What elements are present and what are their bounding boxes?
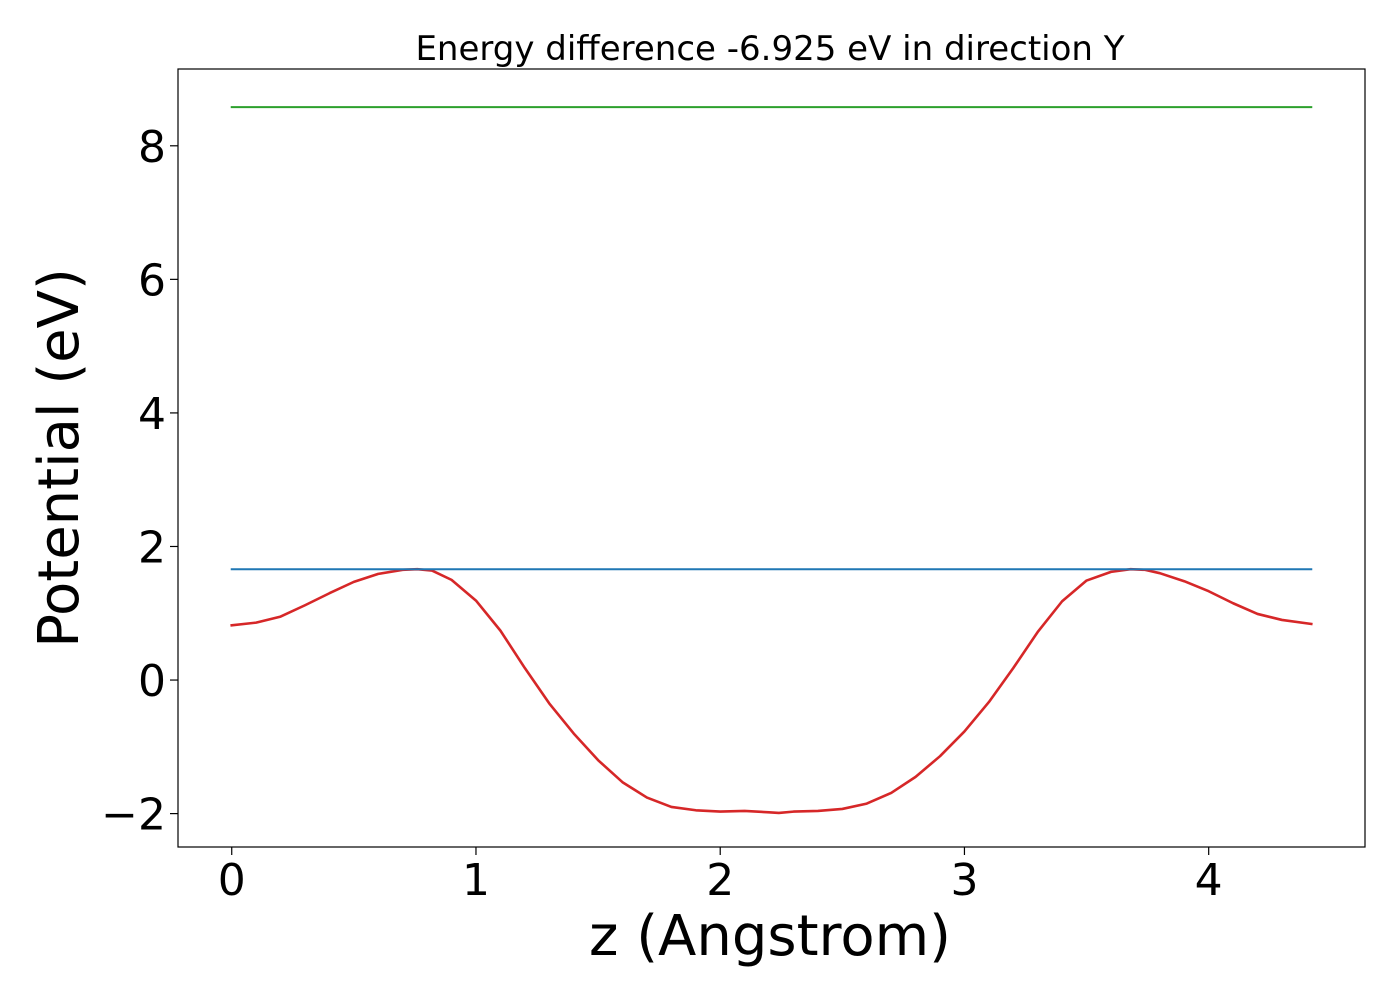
x-axis-label: z (Angstrom) (589, 904, 951, 969)
y-tick-label: −2 (101, 790, 166, 841)
x-tick-label: 4 (1195, 855, 1223, 906)
y-tick-label: 2 (138, 522, 166, 573)
series-line-0 (230, 567, 1313, 815)
x-tick-label: 0 (218, 855, 246, 906)
y-tick-label: 8 (138, 122, 166, 173)
y-axis-label: Potential (eV) (27, 268, 92, 648)
y-tick-label: 6 (138, 255, 166, 306)
x-tick-label: 3 (950, 855, 978, 906)
x-axis: 0 1 2 3 4 (218, 847, 1223, 906)
series-layer (230, 106, 1313, 815)
y-tick-label: 4 (138, 389, 166, 440)
y-axis: −2 0 2 4 6 8 (101, 122, 178, 841)
chart-title: Energy difference -6.925 eV in direction… (415, 29, 1124, 69)
plot-frame (177, 68, 1366, 848)
x-tick-label: 2 (706, 855, 734, 906)
y-tick-label: 0 (138, 656, 166, 707)
x-tick-label: 1 (462, 855, 490, 906)
